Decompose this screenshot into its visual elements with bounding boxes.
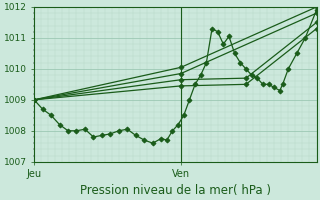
X-axis label: Pression niveau de la mer( hPa ): Pression niveau de la mer( hPa ) [80,184,271,197]
